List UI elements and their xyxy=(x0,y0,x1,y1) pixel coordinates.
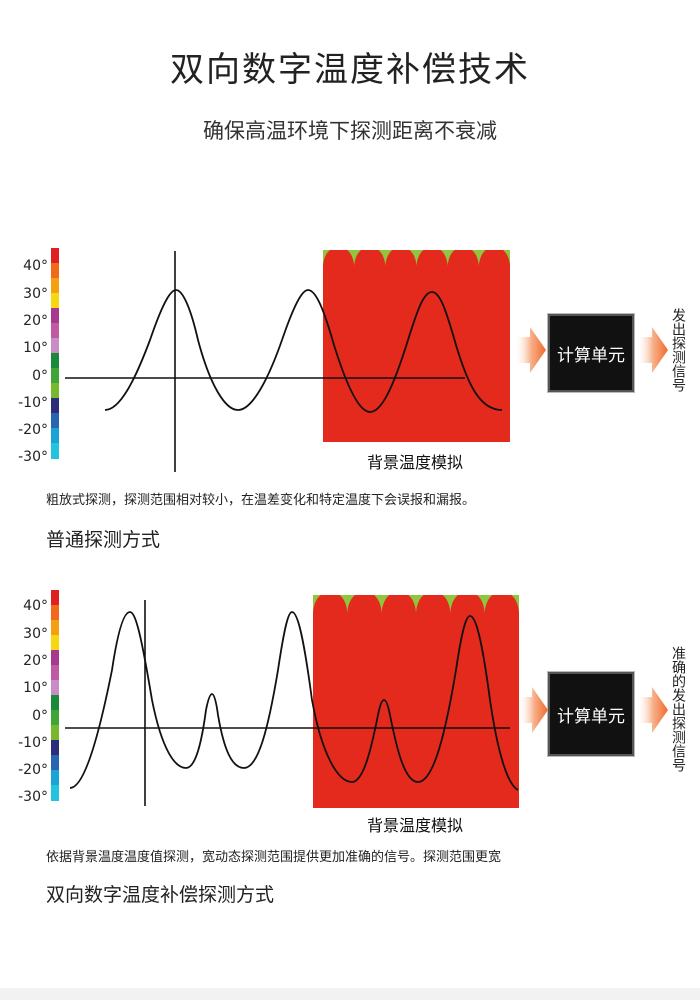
tick-label: -20° xyxy=(18,762,48,778)
scale-color-segment xyxy=(51,740,59,756)
tick-label: 40° xyxy=(23,598,48,614)
scale-color-segment xyxy=(51,368,59,384)
scale-color-segment xyxy=(51,680,59,696)
scale-color-segment xyxy=(51,635,59,651)
scale-color-segment xyxy=(51,428,59,444)
compute-unit-box: 计算单元 xyxy=(548,672,634,756)
background-temperature-label: 背景温度模拟 xyxy=(366,816,463,835)
tick-label: 20° xyxy=(23,313,48,329)
background-temperature-label: 背景温度模拟 xyxy=(366,453,463,472)
scale-color-segment xyxy=(51,620,59,636)
tick-label: -30° xyxy=(18,789,48,805)
scale-color-segment xyxy=(51,770,59,786)
scale-color-segment xyxy=(51,785,59,801)
scale-color-segment xyxy=(51,590,59,606)
scale-color-segment xyxy=(51,383,59,399)
scale-color-segment xyxy=(51,665,59,681)
tick-label: 30° xyxy=(23,626,48,642)
scale-color-segment xyxy=(51,650,59,666)
tick-label: 10° xyxy=(23,340,48,356)
tick-label: 10° xyxy=(23,680,48,696)
tick-label: -30° xyxy=(18,449,48,465)
detection-signal-wave xyxy=(104,289,503,413)
method-description: 依据背景温度温度值探测，宽动态探测范围提供更加准确的信号。探测范围更宽 xyxy=(46,850,502,865)
arrow-icon xyxy=(638,687,668,733)
tick-label: 0° xyxy=(32,368,48,384)
background-band xyxy=(313,595,519,808)
tick-label: -10° xyxy=(18,395,48,411)
scale-color-segment xyxy=(51,605,59,621)
tick-label: -20° xyxy=(18,422,48,438)
footer-band xyxy=(0,988,700,1000)
scale-color-segment xyxy=(51,725,59,741)
tick-label: 20° xyxy=(23,653,48,669)
page-subtitle: 确保高温环境下探测距离不衰减 xyxy=(203,119,497,143)
output-signal-label: 发出探测信号 xyxy=(670,308,686,392)
tick-label: 40° xyxy=(23,258,48,274)
scale-color-segment xyxy=(51,755,59,771)
arrow-icon xyxy=(638,327,668,373)
arrow-icon xyxy=(516,327,546,373)
scale-color-segment xyxy=(51,443,59,459)
scale-color-segment xyxy=(51,353,59,369)
scale-color-segment xyxy=(51,293,59,309)
tick-label: 30° xyxy=(23,286,48,302)
detection-signal-wave xyxy=(69,611,519,791)
background-band xyxy=(323,250,510,442)
scale-color-segment xyxy=(51,263,59,279)
scale-color-segment xyxy=(51,398,59,414)
scale-color-segment xyxy=(51,413,59,429)
compute-unit-box: 计算单元 xyxy=(548,314,634,392)
background-temperature-pattern xyxy=(323,250,510,442)
arrow-icon xyxy=(520,687,548,733)
temperature-scale-1: 40° 30° 20° 10° 0° -10° -20° -30° xyxy=(0,248,70,465)
scale-color-segment xyxy=(51,338,59,354)
scale-color-segment xyxy=(51,695,59,711)
scale-color-segment xyxy=(51,248,59,264)
page-title: 双向数字温度补偿技术 xyxy=(170,50,530,90)
tick-label: -10° xyxy=(18,735,48,751)
output-signal-label: 准确的发出探测信号 xyxy=(670,646,686,772)
temperature-scale-2: 40° 30° 20° 10° 0° -10° -20° -30° xyxy=(0,590,70,805)
tick-label: 0° xyxy=(32,708,48,724)
method-name: 双向数字温度补偿探测方式 xyxy=(46,884,275,906)
scale-color-segment xyxy=(51,278,59,294)
background-temperature-pattern xyxy=(313,595,519,808)
method-name: 普通探测方式 xyxy=(46,529,161,551)
scale-color-segment xyxy=(51,308,59,324)
scale-color-segment xyxy=(51,323,59,339)
scale-color-segment xyxy=(51,710,59,726)
method-description: 粗放式探测，探测范围相对较小，在温差变化和特定温度下会误报和漏报。 xyxy=(46,493,476,508)
